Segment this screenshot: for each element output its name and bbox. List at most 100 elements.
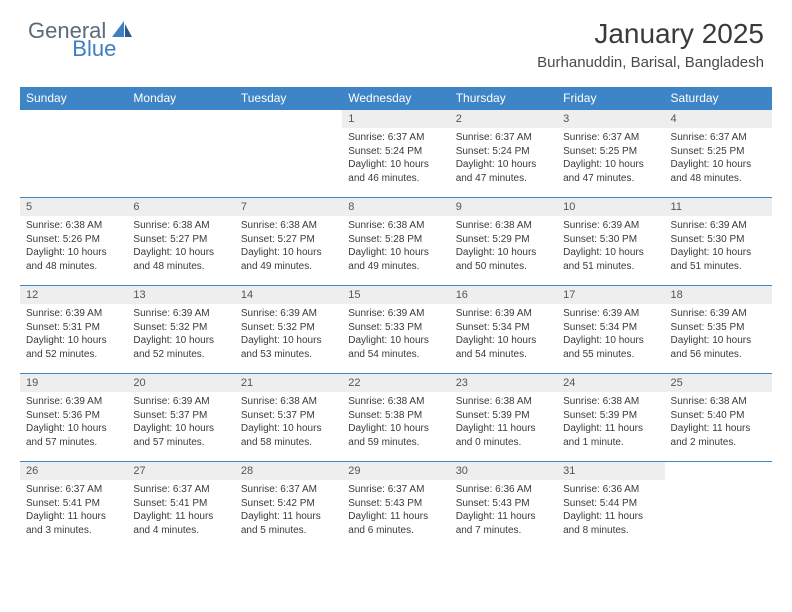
sunrise-line: Sunrise: 6:39 AM xyxy=(563,307,658,321)
daylight-line: Daylight: 10 hours and 46 minutes. xyxy=(348,158,443,185)
day-number: 3 xyxy=(557,110,664,128)
daylight-line: Daylight: 11 hours and 5 minutes. xyxy=(241,510,336,537)
calendar-week-row: 12Sunrise: 6:39 AMSunset: 5:31 PMDayligh… xyxy=(20,286,772,374)
sunset-line: Sunset: 5:37 PM xyxy=(241,409,336,423)
calendar-day-cell: 30Sunrise: 6:36 AMSunset: 5:43 PMDayligh… xyxy=(450,462,557,550)
daylight-line: Daylight: 11 hours and 8 minutes. xyxy=(563,510,658,537)
calendar-day-cell: 3 Sunrise: 6:37 AMSunset: 5:25 PMDaylight… xyxy=(557,110,664,198)
sunrise-line: Sunrise: 6:39 AM xyxy=(133,307,228,321)
daylight-line: Daylight: 10 hours and 55 minutes. xyxy=(563,334,658,361)
day-data: Sunrise: 6:39 AMSunset: 5:34 PMDaylight:… xyxy=(450,304,557,365)
sunset-line: Sunset: 5:41 PM xyxy=(26,497,121,511)
daylight-line: Daylight: 10 hours and 51 minutes. xyxy=(671,246,766,273)
day-data: Sunrise: 6:38 AMSunset: 5:29 PMDaylight:… xyxy=(450,216,557,277)
day-number: 1 xyxy=(342,110,449,128)
day-data: Sunrise: 6:38 AMSunset: 5:27 PMDaylight:… xyxy=(127,216,234,277)
calendar-day-cell: 5Sunrise: 6:38 AMSunset: 5:26 PMDaylight… xyxy=(20,198,127,286)
calendar-day-cell: 19Sunrise: 6:39 AMSunset: 5:36 PMDayligh… xyxy=(20,374,127,462)
sunrise-line: Sunrise: 6:39 AM xyxy=(671,219,766,233)
day-data: Sunrise: 6:38 AMSunset: 5:39 PMDaylight:… xyxy=(450,392,557,453)
daylight-line: Daylight: 10 hours and 49 minutes. xyxy=(348,246,443,273)
day-number: 31 xyxy=(557,462,664,480)
daylight-line: Daylight: 10 hours and 57 minutes. xyxy=(133,422,228,449)
sunset-line: Sunset: 5:34 PM xyxy=(456,321,551,335)
daylight-line: Daylight: 10 hours and 59 minutes. xyxy=(348,422,443,449)
day-number: 28 xyxy=(235,462,342,480)
sunset-line: Sunset: 5:25 PM xyxy=(671,145,766,159)
sunrise-line: Sunrise: 6:39 AM xyxy=(348,307,443,321)
daylight-line: Daylight: 10 hours and 48 minutes. xyxy=(26,246,121,273)
calendar-day-cell: 6Sunrise: 6:38 AMSunset: 5:27 PMDaylight… xyxy=(127,198,234,286)
calendar-week-row: 1Sunrise: 6:37 AMSunset: 5:24 PMDaylight… xyxy=(20,110,772,198)
daylight-line: Daylight: 10 hours and 54 minutes. xyxy=(456,334,551,361)
calendar-day-cell: 10Sunrise: 6:39 AMSunset: 5:30 PMDayligh… xyxy=(557,198,664,286)
day-data: Sunrise: 6:39 AMSunset: 5:33 PMDaylight:… xyxy=(342,304,449,365)
day-number: 23 xyxy=(450,374,557,392)
sunset-line: Sunset: 5:36 PM xyxy=(26,409,121,423)
day-number: 11 xyxy=(665,198,772,216)
title-block: January 2025 Burhanuddin, Barisal, Bangl… xyxy=(537,18,764,71)
sunrise-line: Sunrise: 6:38 AM xyxy=(671,395,766,409)
calendar-day-cell: 27Sunrise: 6:37 AMSunset: 5:41 PMDayligh… xyxy=(127,462,234,550)
day-number: 15 xyxy=(342,286,449,304)
day-data: Sunrise: 6:37 AMSunset: 5:24 PMDaylight:… xyxy=(450,128,557,189)
daylight-line: Daylight: 10 hours and 47 minutes. xyxy=(563,158,658,185)
day-number: 30 xyxy=(450,462,557,480)
day-number: 9 xyxy=(450,198,557,216)
sunrise-line: Sunrise: 6:37 AM xyxy=(133,483,228,497)
sunrise-line: Sunrise: 6:39 AM xyxy=(456,307,551,321)
calendar-day-cell: 1Sunrise: 6:37 AMSunset: 5:24 PMDaylight… xyxy=(342,110,449,198)
calendar-day-cell: 28Sunrise: 6:37 AMSunset: 5:42 PMDayligh… xyxy=(235,462,342,550)
day-data: Sunrise: 6:39 AMSunset: 5:36 PMDaylight:… xyxy=(20,392,127,453)
calendar-day-cell: 15Sunrise: 6:39 AMSunset: 5:33 PMDayligh… xyxy=(342,286,449,374)
sunrise-line: Sunrise: 6:39 AM xyxy=(563,219,658,233)
daylight-line: Daylight: 10 hours and 52 minutes. xyxy=(26,334,121,361)
sunset-line: Sunset: 5:28 PM xyxy=(348,233,443,247)
sunset-line: Sunset: 5:42 PM xyxy=(241,497,336,511)
sunset-line: Sunset: 5:43 PM xyxy=(348,497,443,511)
daylight-line: Daylight: 10 hours and 57 minutes. xyxy=(26,422,121,449)
day-data: Sunrise: 6:37 AMSunset: 5:41 PMDaylight:… xyxy=(20,480,127,541)
sunrise-line: Sunrise: 6:36 AM xyxy=(563,483,658,497)
calendar-day-cell: 2Sunrise: 6:37 AMSunset: 5:24 PMDaylight… xyxy=(450,110,557,198)
day-number: 17 xyxy=(557,286,664,304)
day-data: Sunrise: 6:37 AMSunset: 5:24 PMDaylight:… xyxy=(342,128,449,189)
day-number: 26 xyxy=(20,462,127,480)
day-number: 14 xyxy=(235,286,342,304)
location-text: Burhanuddin, Barisal, Bangladesh xyxy=(537,54,764,71)
weekday-header: Monday xyxy=(127,87,234,110)
sunrise-line: Sunrise: 6:39 AM xyxy=(671,307,766,321)
weekday-header: Wednesday xyxy=(342,87,449,110)
calendar-day-cell: 31 Sunrise: 6:36 AMSunset: 5:44 PMDayligh… xyxy=(557,462,664,550)
weekday-header: Tuesday xyxy=(235,87,342,110)
calendar-day-cell: 17Sunrise: 6:39 AMSunset: 5:34 PMDayligh… xyxy=(557,286,664,374)
sunset-line: Sunset: 5:30 PM xyxy=(563,233,658,247)
sunrise-line: Sunrise: 6:38 AM xyxy=(348,395,443,409)
daylight-line: Daylight: 10 hours and 54 minutes. xyxy=(348,334,443,361)
day-data: Sunrise: 6:37 AMSunset: 5:43 PMDaylight:… xyxy=(342,480,449,541)
sunrise-line: Sunrise: 6:37 AM xyxy=(563,131,658,145)
sunset-line: Sunset: 5:25 PM xyxy=(563,145,658,159)
calendar-day-cell: 18Sunrise: 6:39 AMSunset: 5:35 PMDayligh… xyxy=(665,286,772,374)
calendar-day-cell: 22Sunrise: 6:38 AMSunset: 5:38 PMDayligh… xyxy=(342,374,449,462)
daylight-line: Daylight: 11 hours and 7 minutes. xyxy=(456,510,551,537)
brand-logo: General Blue xyxy=(28,18,182,44)
day-data: Sunrise: 6:37 AMSunset: 5:25 PMDaylight:… xyxy=(665,128,772,189)
day-number: 27 xyxy=(127,462,234,480)
sunrise-line: Sunrise: 6:38 AM xyxy=(241,219,336,233)
weekday-header: Friday xyxy=(557,87,664,110)
day-number: 4 xyxy=(665,110,772,128)
sunset-line: Sunset: 5:24 PM xyxy=(456,145,551,159)
calendar-day-cell: 14Sunrise: 6:39 AMSunset: 5:32 PMDayligh… xyxy=(235,286,342,374)
day-data: Sunrise: 6:38 AMSunset: 5:27 PMDaylight:… xyxy=(235,216,342,277)
calendar-day-cell xyxy=(235,110,342,198)
sunset-line: Sunset: 5:24 PM xyxy=(348,145,443,159)
sunrise-line: Sunrise: 6:37 AM xyxy=(348,483,443,497)
sunset-line: Sunset: 5:44 PM xyxy=(563,497,658,511)
daylight-line: Daylight: 10 hours and 52 minutes. xyxy=(133,334,228,361)
sunrise-line: Sunrise: 6:38 AM xyxy=(456,395,551,409)
sunrise-line: Sunrise: 6:38 AM xyxy=(26,219,121,233)
day-data: Sunrise: 6:39 AMSunset: 5:32 PMDaylight:… xyxy=(235,304,342,365)
day-number: 10 xyxy=(557,198,664,216)
weekday-header: Sunday xyxy=(20,87,127,110)
